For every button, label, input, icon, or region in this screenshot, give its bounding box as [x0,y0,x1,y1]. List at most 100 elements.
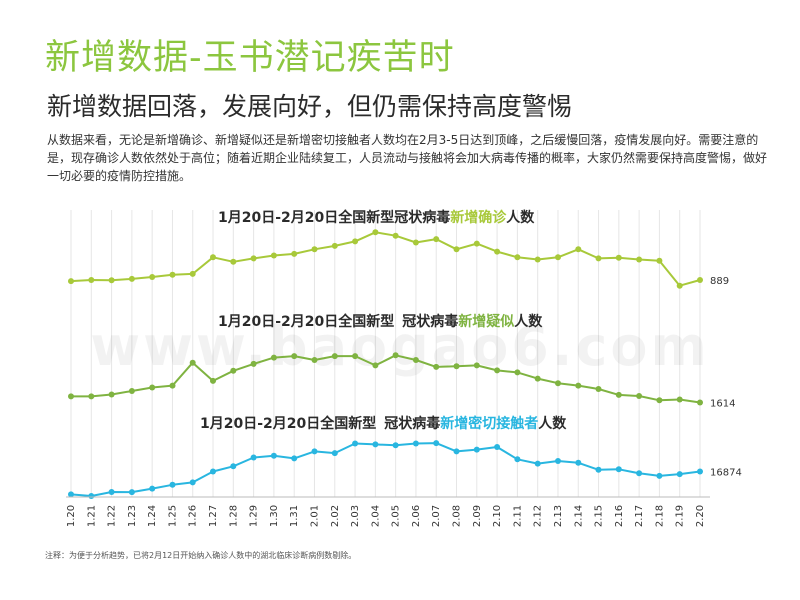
x-tick-label: 2.17 [634,505,645,527]
confirmed-data-point [473,240,480,247]
contacts-data-point [636,470,643,477]
x-tick-label: 2.11 [512,505,523,527]
suspected-data-point [68,393,74,400]
confirmed-data-point [575,246,582,253]
contacts-data-point [534,460,541,467]
suspected-data-point [656,397,663,404]
contacts-data-point [230,463,237,470]
x-tick-label: 2.19 [675,505,686,527]
suspected-title-prefix: 1月20日-2月20日全国新型 [218,313,394,330]
confirmed-data-point [250,255,257,262]
suspected-end-label: 1614 [710,398,735,409]
confirmed-data-point [453,246,460,253]
page-title: 新增数据-玉书潜记疾苦时 [45,38,455,78]
contacts-data-point [108,489,115,495]
confirmed-data-point [372,229,379,236]
x-tick-label: 2.15 [594,505,605,527]
contacts-data-point [494,444,501,450]
confirmed-data-point [494,248,501,255]
contacts-data-point [453,448,460,455]
suspected-data-point [88,393,95,400]
x-tick-label: 2.04 [370,505,381,527]
x-tick-label: 1.21 [86,505,97,527]
suspected-data-point [250,360,257,367]
contacts-data-point [169,481,176,488]
x-tick-label: 1.31 [289,505,300,527]
contacts-data-point [676,471,683,478]
contacts-title-suffix: 人数 [538,415,567,432]
confirmed-data-point [412,239,419,246]
x-tick-label: 1.29 [249,505,260,527]
page-subtitle: 新增数据回落，发展向好，但仍需保持高度警惕 [47,92,573,121]
x-tick-label: 2.01 [309,505,320,527]
suspected-data-point [534,375,541,382]
confirmed-data-point [210,254,216,261]
contacts-title-highlight-prefix: 冠状病毒 [384,415,440,432]
confirmed-data-point [433,236,440,243]
x-tick-label: 2.20 [695,505,706,527]
suspected-data-point [210,377,216,384]
contacts-data-point [615,466,622,473]
x-tick-label: 1.30 [269,505,280,527]
contacts-data-point [250,454,257,461]
x-tick-label: 1.23 [127,505,138,527]
x-tick-label: 2.09 [472,505,483,527]
x-tick-label: 1.24 [147,505,158,527]
suspected-data-point [636,393,643,399]
suspected-data-point [595,386,602,392]
contacts-data-point [575,459,582,466]
suspected-data-point [615,391,622,398]
confirmed-data-point [311,246,318,253]
contacts-data-point [291,455,298,462]
suspected-data-point [108,391,115,398]
contacts-data-point [514,456,521,463]
contacts-data-point [555,458,561,464]
confirmed-title-prefix: 1月20日-2月20日全国新型冠状病毒 [218,209,450,226]
suspected-series-line [71,354,701,404]
confirmed-data-point [595,255,602,262]
suspected-data-point [412,357,419,363]
confirmed-chart-title: 1月20日-2月20日全国新型冠状病毒新增确诊人数 [218,209,535,226]
suspected-data-point [372,362,379,369]
confirmed-data-point [636,256,643,263]
contacts-data-point [270,452,277,459]
suspected-data-point [352,353,359,360]
confirmed-data-point [331,242,338,249]
confirmed-series-line [70,231,701,287]
x-tick-label: 2.18 [654,505,665,527]
x-tick-label: 1.26 [188,505,199,527]
suspected-title-highlight-prefix: 冠状病毒 [402,313,458,330]
x-tick-label: 1.25 [167,505,178,527]
confirmed-data-point [352,238,359,245]
suspected-data-point [473,362,480,369]
suspected-chart-title: 1月20日-2月20日全国新型 冠状病毒新增疑似人数 [218,313,543,330]
contacts-data-point [311,448,318,455]
contacts-chart-title: 1月20日-2月20日全国新型 冠状病毒新增密切接触者人数 [200,415,567,432]
suspected-title-highlight: 新增疑似 [458,313,514,330]
suspected-data-point [230,367,237,374]
x-axis: 1.20 1.21 1.22 1.23 1.24 1.25 1.26 1.27 1.28 1.29… [66,496,710,527]
suspected-data-point [331,353,338,360]
suspected-data-point [453,363,460,370]
confirmed-data-point [676,282,683,289]
watermark-text: www.baogao6.com [90,315,710,378]
suspected-data-point [697,399,703,406]
suspected-data-point [676,396,683,403]
contacts-data-point [412,440,419,447]
confirmed-end-label: 889 [710,276,729,287]
contacts-data-point [128,489,135,496]
contacts-data-point [473,446,480,453]
contacts-data-point [697,468,703,475]
contacts-series-line [70,442,701,497]
x-tick-label: 1.22 [107,505,118,527]
confirmed-data-point [149,274,156,280]
contacts-data-point [189,479,196,486]
confirmed-title-suffix: 人数 [506,209,535,226]
suspected-data-point [494,367,501,374]
suspected-data-point [433,363,440,370]
suspected-data-point [514,369,521,376]
contacts-title-highlight: 新增密切接触者 [440,415,538,432]
x-tick-label: 1.28 [228,505,239,527]
suspected-data-point [128,388,135,394]
